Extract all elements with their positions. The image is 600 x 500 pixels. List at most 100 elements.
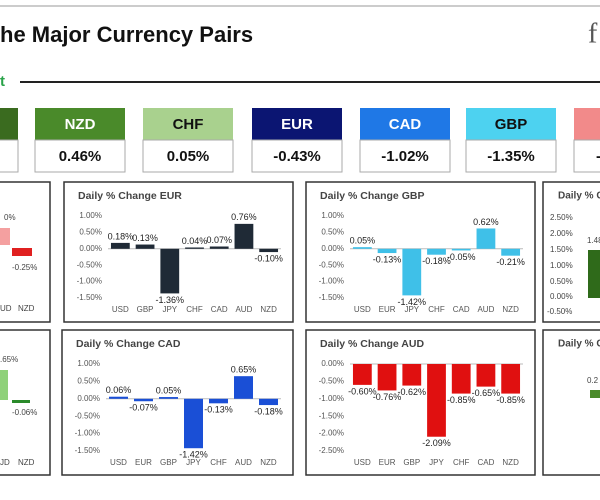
x-tick-label: USD — [110, 458, 127, 467]
bar — [234, 223, 254, 249]
x-tick-label: JPY — [429, 458, 444, 467]
value-label: 0.18% — [108, 231, 134, 241]
x-tick-label: AUD — [235, 305, 252, 314]
fragment-text: Daily % C — [558, 339, 600, 350]
fragment-text: -0.50% — [547, 307, 572, 316]
fragment-text: 0.00% — [550, 292, 573, 301]
fragment-text: .65% — [0, 355, 18, 364]
x-tick-label: USD — [354, 458, 371, 467]
tile-value: 0.05% — [167, 148, 210, 165]
x-tick-label: AUD — [477, 305, 494, 314]
y-tick-label: -0.50% — [77, 260, 102, 269]
value-label: -0.05% — [447, 252, 476, 262]
y-tick-label: -2.50% — [319, 446, 344, 455]
fragment-text: 1.50% — [550, 245, 573, 254]
bar — [476, 228, 496, 249]
y-tick-label: 0.00% — [321, 359, 344, 368]
bar — [160, 248, 180, 294]
fragment-text: -0.25% — [12, 263, 37, 272]
tile-header — [143, 108, 233, 140]
value-label: -0.18% — [254, 406, 283, 416]
y-tick-label: -0.50% — [319, 260, 344, 269]
tile-value-box — [251, 139, 343, 173]
bar — [209, 246, 229, 249]
y-tick-label: 0.00% — [321, 244, 344, 253]
bar — [377, 364, 397, 391]
x-tick-label: CHF — [428, 305, 445, 314]
bar — [402, 364, 422, 386]
tile-header — [252, 108, 342, 140]
bar — [352, 247, 372, 249]
value-label: -0.13% — [204, 405, 233, 415]
x-tick-label: CHF — [453, 458, 470, 467]
bar — [110, 242, 130, 249]
bar — [109, 396, 128, 399]
bar — [135, 244, 155, 249]
value-label: 0.04% — [182, 236, 208, 246]
y-tick-label: -1.50% — [319, 293, 344, 302]
value-label: 0.06% — [106, 385, 132, 395]
bar — [259, 398, 278, 406]
bar — [352, 364, 372, 385]
fragment-text: 2.00% — [550, 229, 573, 238]
value-label: -0.60% — [348, 386, 377, 396]
x-tick-label: CHF — [186, 305, 203, 314]
tile-header — [466, 108, 556, 140]
y-tick-label: -2.00% — [319, 429, 344, 438]
x-tick-label: GBP — [137, 305, 154, 314]
partial-bar — [12, 248, 32, 256]
y-tick-label: 0.50% — [77, 377, 100, 386]
x-tick-label: JPY — [404, 305, 419, 314]
x-tick-label: NZD — [502, 458, 519, 467]
x-tick-label: NZD — [260, 458, 277, 467]
bar — [427, 248, 446, 255]
y-tick-label: -1.00% — [319, 277, 344, 286]
x-tick-label: EUR — [135, 458, 152, 467]
value-label: -0.85% — [447, 395, 476, 405]
value-label: 0.07% — [206, 235, 232, 245]
bar — [476, 364, 496, 387]
bar — [184, 398, 203, 449]
bar — [209, 398, 228, 404]
partial-panel — [542, 329, 600, 476]
fragment-text: 1.00% — [550, 261, 573, 270]
x-tick-label: CHF — [210, 458, 227, 467]
chart-panel — [61, 329, 294, 476]
bar — [402, 248, 422, 296]
y-tick-label: 0.00% — [79, 244, 102, 253]
fragment-text: NZD — [18, 458, 35, 467]
tile-name: GBP — [495, 116, 528, 133]
tile-value-box — [465, 139, 557, 173]
x-tick-label: CAD — [453, 305, 470, 314]
tile-value: -1.35% — [487, 148, 535, 165]
x-tick-label: NZD — [502, 305, 519, 314]
fragment-text: UD — [0, 304, 12, 313]
partial-bar — [0, 370, 8, 400]
bar — [501, 248, 521, 256]
chart-title: Daily % Change GBP — [320, 190, 424, 202]
fragment-text: 0.2 — [587, 376, 599, 385]
value-label: -0.85% — [496, 395, 525, 405]
value-label: 0.13% — [132, 233, 158, 243]
value-label: -0.76% — [373, 392, 402, 402]
partial-bar — [588, 250, 600, 298]
partial-tile-value-box — [573, 139, 600, 173]
y-tick-label: -1.00% — [77, 277, 102, 286]
fragment-text: JD — [0, 458, 10, 467]
partial-panel — [0, 181, 51, 323]
tile-header — [360, 108, 450, 140]
y-tick-label: -1.00% — [319, 394, 344, 403]
chart-title: Daily % Change CAD — [76, 338, 181, 350]
tile-header — [35, 108, 125, 140]
bar — [377, 248, 397, 254]
value-label: 0.05% — [156, 385, 182, 395]
y-tick-label: -0.50% — [319, 377, 344, 386]
bar — [134, 398, 153, 402]
x-tick-label: GBP — [403, 458, 420, 467]
chart-title: Daily % Change AUD — [320, 338, 424, 350]
partial-tile-value-box — [0, 139, 19, 173]
fragment-text: 2.50% — [550, 213, 573, 222]
y-tick-label: -1.00% — [75, 429, 100, 438]
page-title: he Major Currency Pairs — [0, 22, 253, 47]
value-label: -0.07% — [129, 403, 158, 413]
